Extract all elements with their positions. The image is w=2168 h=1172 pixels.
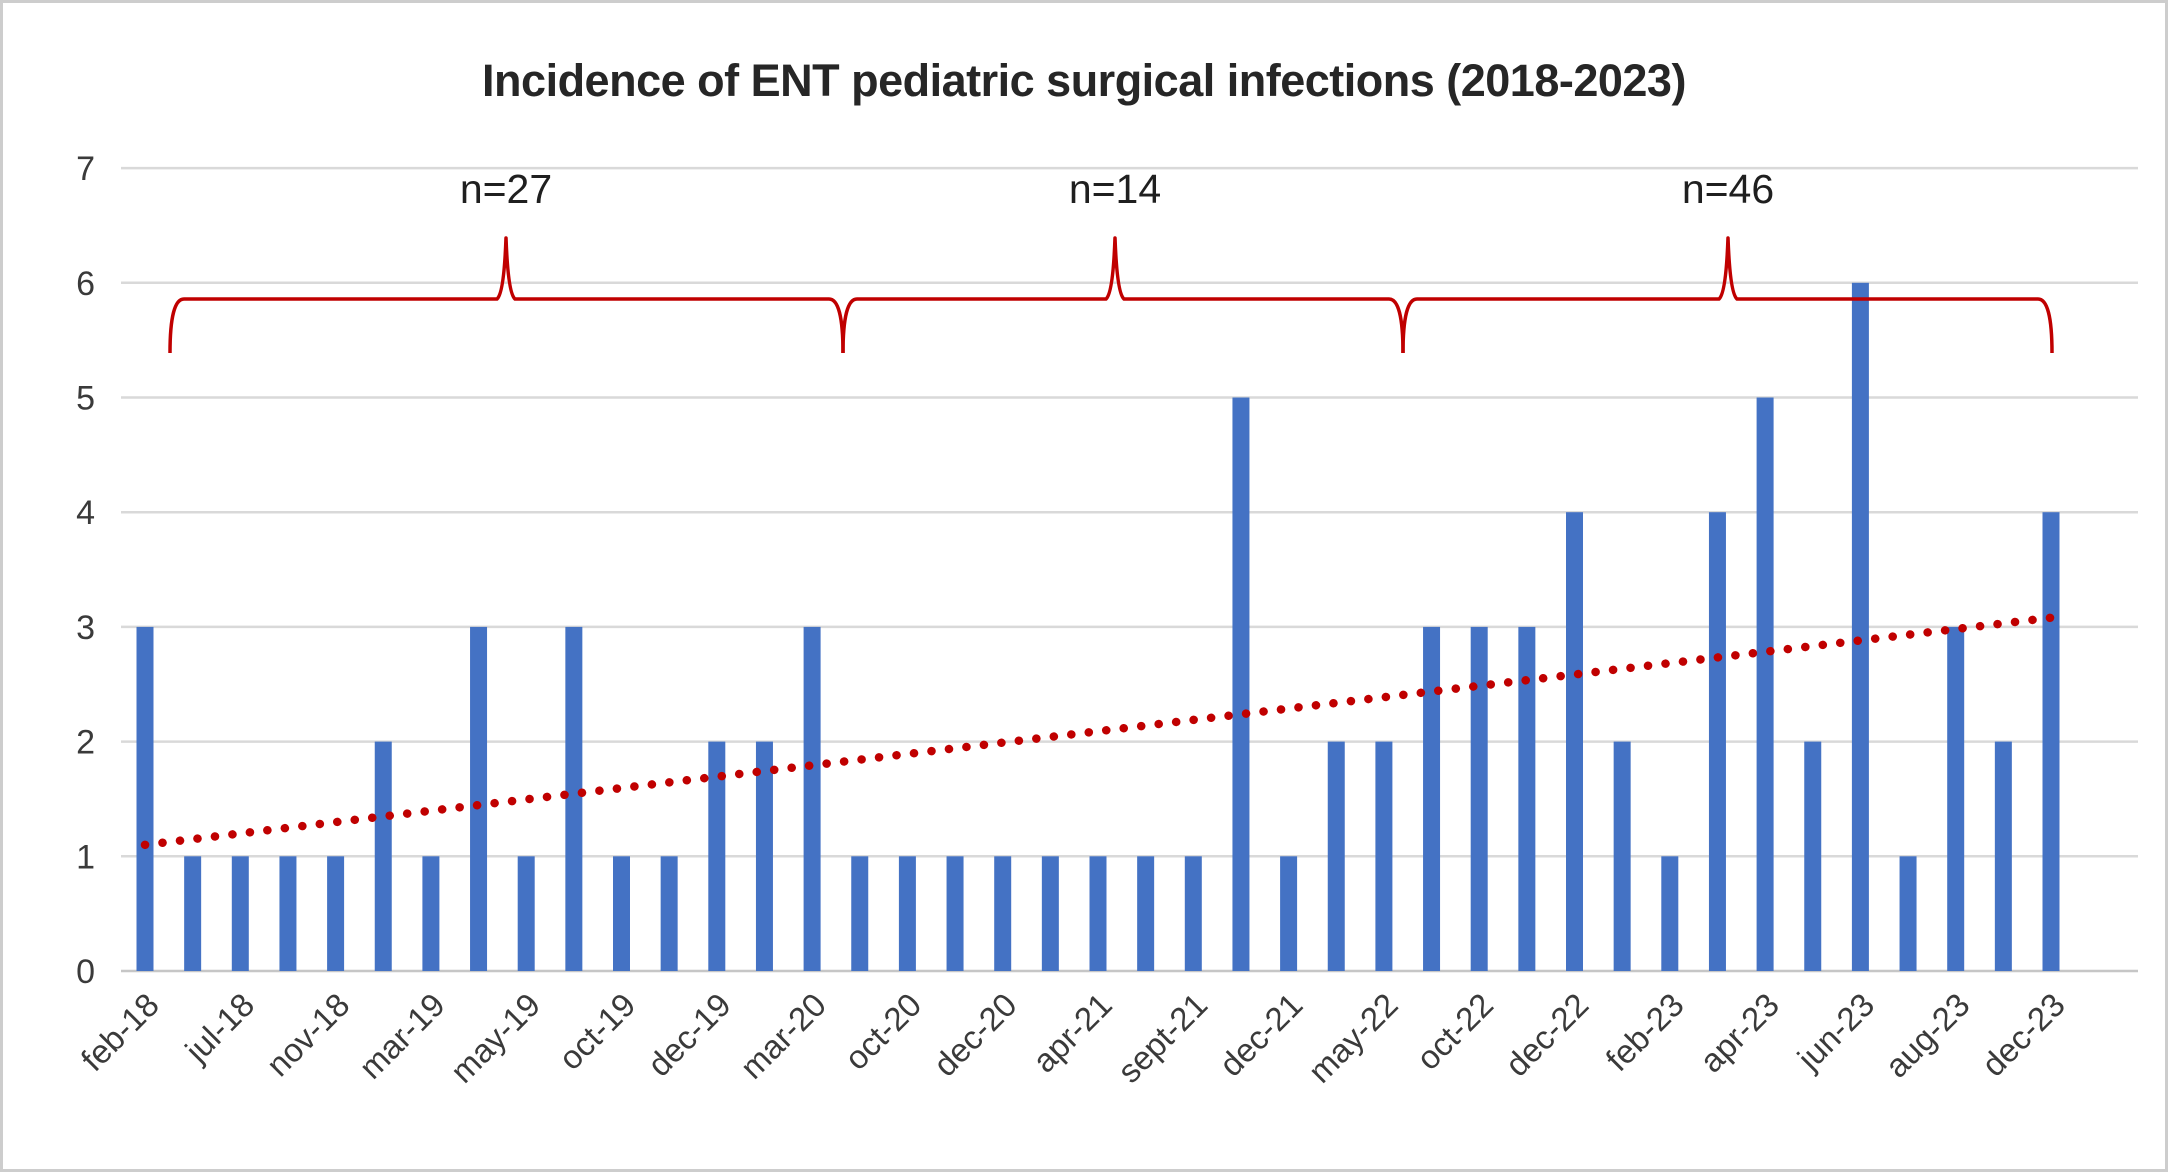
group-brace — [841, 236, 1405, 354]
x-tick-label: jun-23 — [1790, 986, 1882, 1078]
bar — [946, 856, 964, 971]
bar — [1041, 856, 1059, 971]
x-tick-label: feb-23 — [1598, 986, 1690, 1078]
y-tick-label: 6 — [76, 265, 95, 303]
y-tick-label: 2 — [76, 724, 95, 762]
bar — [374, 741, 392, 971]
bar — [231, 856, 249, 971]
x-tick-label: feb-18 — [74, 986, 166, 1078]
bar — [708, 741, 726, 971]
bar — [1851, 282, 1869, 971]
x-tick-label: mar-20 — [733, 986, 833, 1086]
y-tick-label: 1 — [76, 838, 95, 876]
bar — [517, 856, 535, 971]
x-tick-label: oct-20 — [837, 986, 928, 1077]
bar — [1232, 397, 1250, 971]
x-tick-label: dec-22 — [1498, 986, 1596, 1084]
bar — [1375, 741, 1393, 971]
bar — [470, 626, 488, 971]
bar — [1280, 856, 1298, 971]
bar — [994, 856, 1012, 971]
bar — [1708, 512, 1726, 971]
bar — [279, 856, 297, 971]
y-tick-label: 3 — [76, 609, 95, 647]
bar — [136, 626, 154, 971]
bar — [660, 856, 678, 971]
bar — [1947, 626, 1965, 971]
bar — [1899, 856, 1917, 971]
bar — [898, 856, 916, 971]
bar — [1613, 741, 1631, 971]
bar — [1423, 626, 1441, 971]
bar — [1661, 856, 1679, 971]
bar — [1756, 397, 1774, 971]
y-tick-label: 4 — [76, 494, 95, 532]
group-count-label: n=14 — [1069, 166, 1161, 212]
x-tick-label: dec-19 — [640, 986, 738, 1084]
bar — [1470, 626, 1488, 971]
group-count-label: n=46 — [1682, 166, 1774, 212]
x-tick-label: dec-21 — [1212, 986, 1310, 1084]
x-tick-label: dec-23 — [1974, 986, 2072, 1084]
bar — [613, 856, 630, 971]
bar — [1804, 741, 1822, 971]
x-tick-label: apr-23 — [1692, 986, 1786, 1080]
x-tick-label: dec-20 — [926, 986, 1024, 1084]
x-tick-label: mar-19 — [352, 986, 452, 1086]
bar — [1089, 856, 1107, 971]
group-count-label: n=27 — [460, 166, 552, 212]
bar — [1566, 512, 1583, 971]
bar — [803, 626, 821, 971]
y-tick-label: 5 — [76, 380, 95, 418]
bar — [851, 856, 869, 971]
x-tick-label: oct-19 — [551, 986, 642, 1077]
y-tick-label: 0 — [76, 953, 95, 991]
bar — [565, 626, 583, 971]
x-tick-label: aug-23 — [1878, 986, 1977, 1085]
bar — [327, 856, 345, 971]
trendline-dotted — [140, 613, 2056, 850]
bar — [2042, 512, 2060, 971]
bar — [184, 856, 202, 971]
bar — [755, 741, 773, 971]
group-brace — [1401, 236, 2054, 354]
x-tick-label: apr-21 — [1025, 986, 1119, 1080]
bar — [422, 856, 440, 971]
bar — [1518, 626, 1536, 971]
x-tick-label: may-22 — [1301, 986, 1405, 1090]
x-tick-label: nov-18 — [259, 986, 357, 1084]
x-tick-label: oct-22 — [1409, 986, 1500, 1077]
bar — [1327, 741, 1345, 971]
bar — [1994, 741, 2012, 971]
x-tick-label: sept-21 — [1110, 986, 1214, 1090]
x-tick-label: may-19 — [443, 986, 547, 1090]
chart-title: Incidence of ENT pediatric surgical infe… — [482, 55, 1686, 106]
group-brace — [168, 236, 845, 354]
x-tick-label: jul-18 — [177, 986, 261, 1070]
bar — [1137, 856, 1155, 971]
bar — [1184, 856, 1202, 971]
y-tick-label: 7 — [76, 150, 95, 188]
